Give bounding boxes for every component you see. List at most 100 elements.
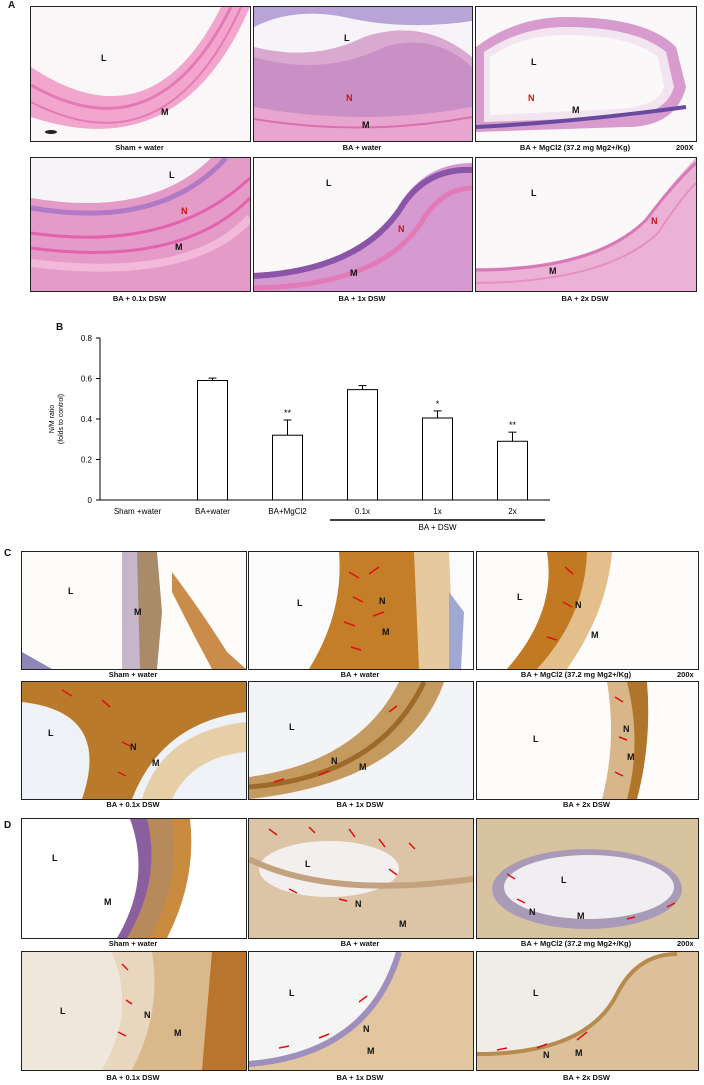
significance-marker: ** (284, 408, 292, 418)
caption-d4: BA + 0.1x DSW (106, 1073, 160, 1082)
caption-a2: BA + water (342, 143, 382, 152)
group-label: BA + DSW (418, 523, 456, 530)
y-axis-label: N/M ratio (49, 405, 56, 434)
media-label: M (362, 120, 370, 130)
neointima-label: N (363, 1024, 370, 1034)
x-tick-label: BA+MgCl2 (268, 507, 307, 516)
media-label: M (572, 105, 580, 115)
bar (422, 417, 453, 501)
y-tick-label: 0.2 (81, 456, 93, 465)
bar (347, 389, 378, 501)
lumen-label: L (344, 33, 350, 43)
micrograph-a2: L N M (253, 6, 473, 142)
media-label: M (152, 758, 160, 768)
lumen-label: L (561, 875, 567, 885)
lumen-label: L (169, 170, 175, 180)
media-label: M (549, 266, 557, 276)
x-tick-label: BA+water (195, 507, 230, 516)
media-label: M (104, 897, 112, 907)
micrograph-a3: L N M (475, 6, 697, 142)
neointima-label: N (575, 600, 582, 610)
media-label: M (577, 911, 585, 921)
caption-d1: Sham + water (108, 939, 158, 948)
media-label: M (367, 1046, 375, 1056)
lumen-label: L (289, 722, 295, 732)
micrograph-a4: L N M (30, 157, 251, 292)
micrograph-c6: L N M (476, 681, 699, 800)
neointima-label: N (651, 216, 658, 226)
nm-ratio-bar-chart: 0 0.2 0.4 0.6 0.8 N/M ratio (folds to control)… (49, 334, 550, 530)
media-label: M (174, 1028, 182, 1038)
caption-c4: BA + 0.1x DSW (106, 800, 160, 809)
neointima-label: N (181, 206, 188, 216)
lumen-label: L (326, 178, 332, 188)
media-label: M (591, 630, 599, 640)
magnification-d: 200x (677, 939, 694, 948)
bar (272, 434, 303, 501)
micrograph-a6: L N M (475, 157, 697, 292)
panel-a-letter: A (8, 0, 16, 11)
lumen-label: L (531, 188, 537, 198)
micrograph-d5: L N M (248, 951, 474, 1071)
caption-c6: BA + 2x DSW (562, 800, 611, 809)
micrograph-d3: L N M (476, 818, 699, 939)
y-tick-label: 0.4 (81, 415, 93, 424)
media-label: M (575, 1048, 583, 1058)
panel-c-letter: C (4, 548, 12, 559)
micrograph-d1: L M (21, 818, 247, 939)
micrograph-c1: L M (21, 551, 247, 670)
x-tick-label: 2x (508, 507, 516, 516)
micrograph-a5: L N M (253, 157, 473, 292)
magnification-a: 200X (676, 143, 694, 152)
significance-marker: ** (509, 420, 517, 430)
lumen-label: L (517, 592, 523, 602)
y-tick-label: 0 (88, 496, 93, 505)
caption-c3: BA + MgCl2 (37.2 mg Mg2+/Kg) (520, 670, 632, 679)
panel-b-letter: B (56, 322, 64, 333)
caption-a6: BA + 2x DSW (561, 294, 609, 303)
micrograph-d2: L N M (248, 818, 474, 939)
media-label: M (382, 627, 390, 637)
media-label: M (359, 762, 367, 772)
significance-marker: * (436, 399, 440, 409)
neointima-label: N (331, 756, 338, 766)
lumen-label: L (48, 728, 54, 738)
neointima-label: N (398, 224, 405, 234)
caption-c2: BA + water (340, 670, 380, 679)
neointima-label: N (528, 93, 535, 103)
magnification-c: 200x (677, 670, 694, 679)
neointima-label: N (379, 596, 386, 606)
caption-c5: BA + 1x DSW (336, 800, 384, 809)
bar (197, 380, 228, 501)
lumen-label: L (68, 586, 74, 596)
lumen-label: L (52, 853, 58, 863)
micrograph-a1: L M (30, 6, 251, 142)
lumen-label: L (533, 734, 539, 744)
caption-a5: BA + 1x DSW (338, 294, 386, 303)
caption-d5: BA + 1x DSW (336, 1073, 384, 1082)
x-tick-label: 0.1x (355, 507, 370, 516)
bar (497, 440, 528, 501)
x-tick-label: 1x (433, 507, 441, 516)
x-tick-label: Sham +water (114, 507, 162, 516)
neointima-label: N (529, 907, 536, 917)
neointima-label: N (144, 1010, 151, 1020)
media-label: M (399, 919, 407, 929)
lumen-label: L (531, 57, 537, 67)
micrograph-d6: L N M (476, 951, 699, 1071)
lumen-label: L (101, 53, 107, 63)
media-label: M (175, 242, 183, 252)
caption-a3: BA + MgCl2 (37.2 mg Mg2+/Kg) (519, 143, 631, 152)
lumen-label: L (533, 988, 539, 998)
neointima-label: N (623, 724, 630, 734)
neointima-label: N (355, 899, 362, 909)
neointima-label: N (543, 1050, 550, 1060)
neointima-label: N (346, 93, 353, 103)
media-label: M (134, 607, 142, 617)
lumen-label: L (305, 859, 311, 869)
panel-d-letter: D (4, 820, 12, 831)
caption-a1: Sham + water (115, 143, 164, 152)
caption-d6: BA + 2x DSW (562, 1073, 611, 1082)
micrograph-c5: L N M (248, 681, 474, 800)
lumen-label: L (60, 1006, 66, 1016)
